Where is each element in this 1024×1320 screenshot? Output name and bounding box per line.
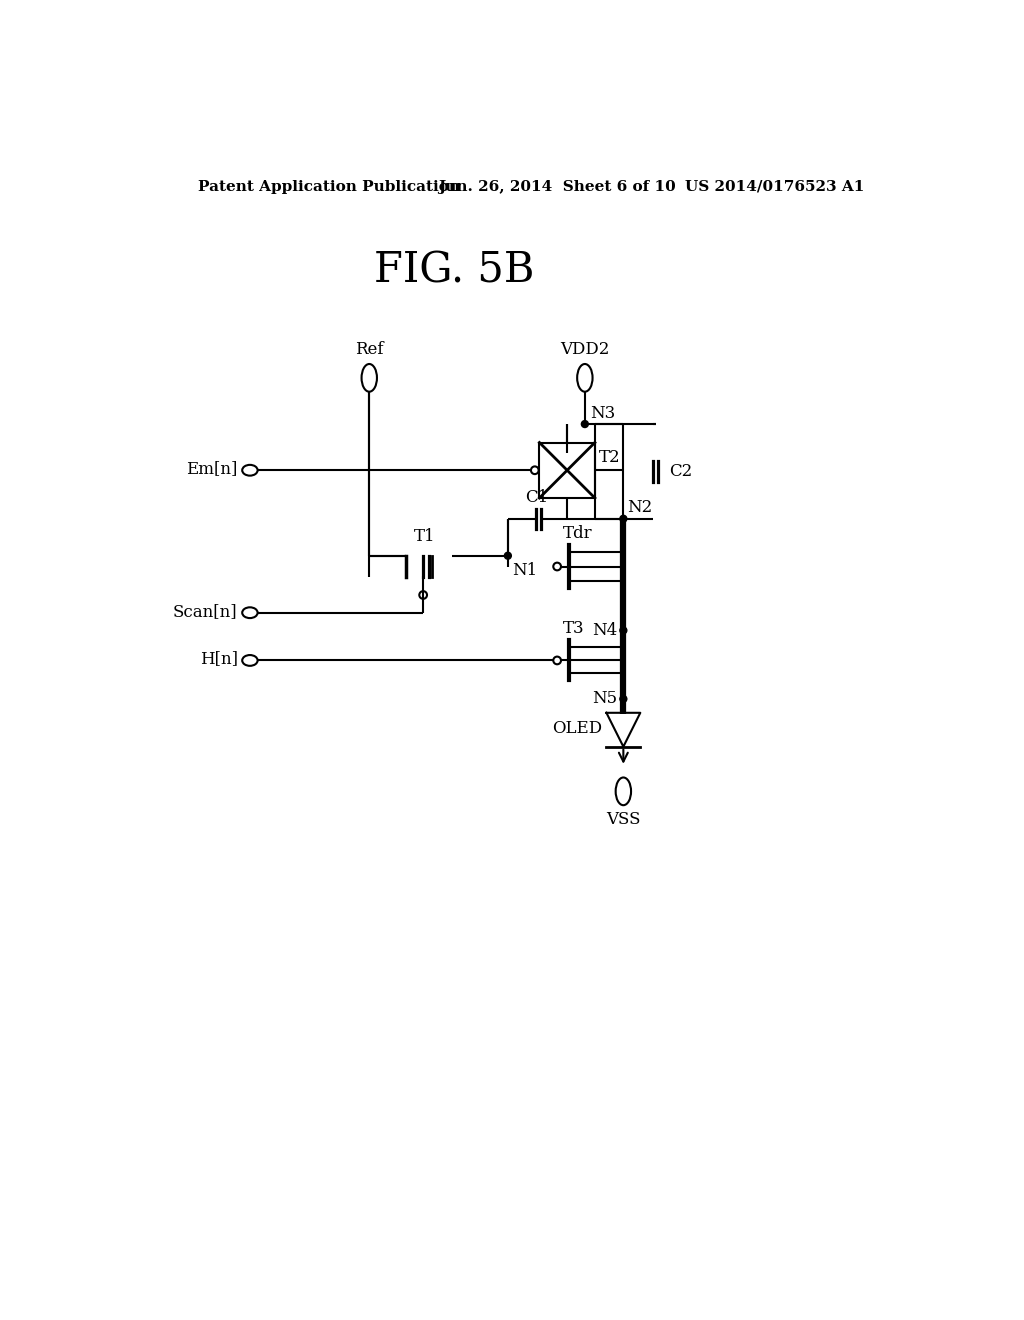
Circle shape bbox=[505, 552, 511, 560]
Text: N1: N1 bbox=[512, 562, 537, 579]
Text: C2: C2 bbox=[670, 463, 693, 480]
Circle shape bbox=[620, 627, 627, 634]
Text: H[n]: H[n] bbox=[200, 651, 238, 668]
Text: US 2014/0176523 A1: US 2014/0176523 A1 bbox=[685, 180, 864, 194]
Text: Tdr: Tdr bbox=[563, 525, 593, 543]
Circle shape bbox=[620, 515, 627, 523]
Text: Jun. 26, 2014  Sheet 6 of 10: Jun. 26, 2014 Sheet 6 of 10 bbox=[438, 180, 676, 194]
Text: Patent Application Publication: Patent Application Publication bbox=[199, 180, 461, 194]
Text: N2: N2 bbox=[628, 499, 652, 516]
Text: N5: N5 bbox=[592, 690, 617, 708]
Text: OLED: OLED bbox=[552, 719, 602, 737]
Text: T3: T3 bbox=[563, 620, 585, 638]
Text: FIG. 5B: FIG. 5B bbox=[374, 249, 535, 290]
Circle shape bbox=[582, 421, 589, 428]
Text: T1: T1 bbox=[414, 528, 435, 545]
Text: VDD2: VDD2 bbox=[560, 341, 609, 358]
Text: N3: N3 bbox=[590, 405, 615, 422]
Text: Em[n]: Em[n] bbox=[186, 461, 238, 478]
Text: N4: N4 bbox=[592, 622, 617, 639]
Text: Scan[n]: Scan[n] bbox=[173, 603, 238, 619]
Circle shape bbox=[620, 696, 627, 702]
Text: C1: C1 bbox=[524, 488, 548, 506]
Text: Ref: Ref bbox=[355, 341, 384, 358]
Text: VSS: VSS bbox=[606, 810, 641, 828]
Text: T2: T2 bbox=[599, 449, 621, 466]
